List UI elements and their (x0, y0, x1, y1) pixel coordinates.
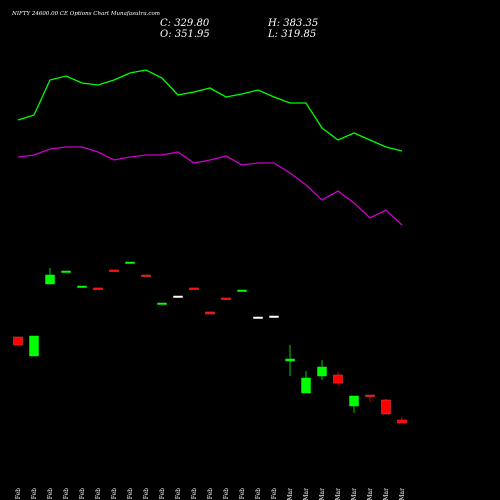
candle-body (333, 374, 343, 384)
candle-body (349, 395, 359, 407)
x-tick-label: 12 Feb (143, 488, 150, 500)
x-tick-label: 06 Feb (79, 488, 86, 500)
candle-body (301, 377, 311, 394)
chart-title: NIFTY 24600.00 CE Options Chart Munafasu… (11, 11, 160, 17)
x-tick-label: 06 Mar (335, 488, 342, 500)
candle-body (93, 287, 103, 290)
x-tick-label: 04 Mar (303, 488, 310, 500)
candle-body (189, 287, 199, 290)
low-label: L: 319.85 (267, 29, 316, 40)
candle-body (365, 394, 375, 397)
candle-body (237, 289, 247, 292)
indicator-line (17, 146, 403, 226)
candle-body (13, 336, 23, 346)
candle-body (253, 316, 263, 319)
x-tick-label: 24 Feb (271, 488, 278, 500)
candle-body (61, 270, 71, 273)
x-tick-label: 05 Mar (319, 488, 326, 500)
x-tick-label: 11 Feb (127, 488, 134, 500)
open-label: O: 351.95 (160, 29, 210, 40)
x-tick-label: 13 Feb (159, 488, 166, 500)
candle-body (29, 335, 39, 357)
x-tick-label: 12 Mar (399, 488, 406, 500)
x-tick-label: 17 Feb (191, 488, 198, 500)
x-tick-label: 04 Feb (47, 488, 54, 500)
x-tick-label: 07 Mar (351, 488, 358, 500)
high-label: H: 383.35 (267, 18, 318, 29)
x-tick-label: 20 Feb (239, 488, 246, 500)
candle-body (45, 274, 55, 285)
x-tick-label: 10 Feb (111, 488, 118, 500)
x-tick-label: 01 Feb (15, 488, 22, 500)
candle-body (221, 297, 231, 300)
candle-body (109, 269, 119, 272)
close-label: C: 329.80 (160, 18, 210, 29)
x-tick-label: 07 Feb (95, 488, 102, 500)
x-tick-label: 21 Feb (255, 488, 262, 500)
indicator-line (17, 69, 403, 152)
candle-body (173, 295, 183, 298)
x-tick-label: 11 Mar (383, 488, 390, 500)
candle-body (125, 261, 135, 264)
candle-body (77, 285, 87, 288)
x-tick-label: 19 Feb (223, 488, 230, 500)
candle-body (269, 315, 279, 318)
x-tick-label: 03 Mar (287, 488, 294, 500)
candle-body (141, 274, 151, 277)
x-tick-label: 18 Feb (207, 488, 214, 500)
candle-body (317, 366, 327, 377)
candle-body (205, 311, 215, 315)
x-tick-label: 05 Feb (63, 488, 70, 500)
x-tick-label: 14 Feb (175, 488, 182, 500)
x-tick-label: 10 Mar (367, 488, 374, 500)
candle-body (397, 419, 407, 424)
candle-body (381, 399, 391, 415)
candle-body (285, 358, 295, 362)
candle-body (157, 302, 167, 305)
x-tick-label: 03 Feb (31, 488, 38, 500)
